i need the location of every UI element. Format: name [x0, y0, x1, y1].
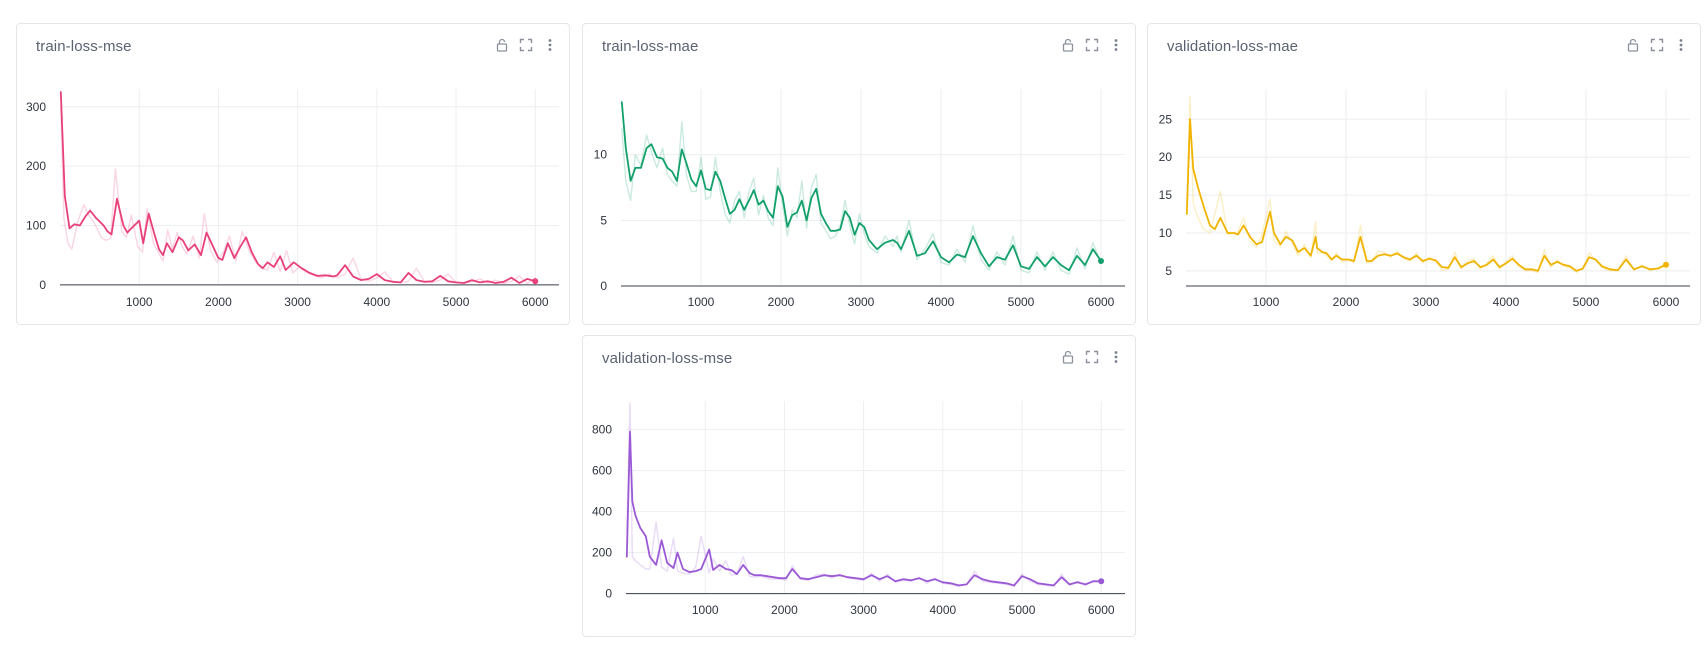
line-chart[interactable]: 1000 2000 3000 4000 5000 6000 0 100 200 300: [17, 24, 571, 326]
last-point-marker: [1098, 258, 1104, 265]
line-chart[interactable]: 1000 2000 3000 4000 5000 6000 0 200 400 600 800: [583, 336, 1137, 638]
smoothed-series-line: [1185, 118, 1667, 272]
y-tick-label: 200: [26, 159, 46, 173]
y-tick-label: 400: [592, 505, 612, 519]
smoothed-series-line: [625, 430, 1103, 587]
panel-title: train-loss-mae: [602, 38, 699, 55]
more-options-icon[interactable]: [541, 36, 559, 54]
x-tick-label: 2000: [205, 295, 232, 309]
x-tick-label: 4000: [928, 295, 955, 309]
x-tick-label: 1000: [688, 295, 715, 309]
x-tick-label: 6000: [522, 295, 549, 309]
lock-icon[interactable]: [1059, 348, 1077, 366]
more-options-icon[interactable]: [1107, 36, 1125, 54]
chart-panel-train-loss-mae: train-loss-mae 1000 2000 3000 4000 5000 6000 0…: [582, 23, 1136, 325]
x-tick-label: 1000: [1253, 295, 1280, 309]
chart-panel-validation-loss-mse: validation-loss-mse 1000 2000 3000 4000 5000…: [582, 335, 1136, 637]
line-chart[interactable]: 1000 2000 3000 4000 5000 6000 0 5 10: [583, 24, 1137, 326]
x-tick-label: 2000: [1333, 295, 1360, 309]
x-tick-label: 1000: [692, 603, 719, 617]
y-tick-label: 0: [39, 278, 46, 292]
panel-title: validation-loss-mse: [602, 350, 733, 367]
more-options-icon[interactable]: [1672, 36, 1690, 54]
panel-actions: [1059, 36, 1125, 54]
y-tick-label: 200: [592, 546, 612, 560]
x-tick-label: 5000: [443, 295, 470, 309]
y-tick-label: 300: [26, 100, 46, 114]
y-tick-label: 10: [594, 148, 608, 162]
more-options-icon[interactable]: [1107, 348, 1125, 366]
y-tick-label: 20: [1159, 150, 1173, 164]
fullscreen-icon[interactable]: [1083, 36, 1101, 54]
x-tick-label: 4000: [929, 603, 956, 617]
last-point-marker: [1663, 261, 1669, 268]
x-tick-label: 3000: [848, 295, 875, 309]
x-tick-label: 4000: [1493, 295, 1520, 309]
last-point-marker: [1098, 578, 1105, 585]
smoothed-series-line: [620, 101, 1102, 272]
fullscreen-icon[interactable]: [1648, 36, 1666, 54]
panel-actions: [493, 36, 559, 54]
x-tick-label: 2000: [771, 603, 798, 617]
lock-icon[interactable]: [1624, 36, 1642, 54]
x-tick-label: 6000: [1088, 295, 1115, 309]
lock-icon[interactable]: [493, 36, 511, 54]
x-tick-label: 3000: [850, 603, 877, 617]
y-tick-label: 100: [26, 218, 46, 232]
y-tick-label: 800: [592, 423, 612, 437]
y-tick-label: 5: [600, 213, 607, 227]
x-tick-label: 3000: [1413, 295, 1440, 309]
y-tick-label: 10: [1159, 226, 1173, 240]
x-tick-label: 5000: [1573, 295, 1600, 309]
line-chart[interactable]: 1000 2000 3000 4000 5000 6000 5 10 15 20 25: [1148, 24, 1702, 326]
smoothed-series-line: [59, 91, 537, 284]
last-point-marker: [532, 278, 539, 285]
raw-series-line: [1186, 95, 1667, 274]
panel-actions: [1624, 36, 1690, 54]
y-tick-label: 5: [1165, 264, 1172, 278]
panel-title: train-loss-mse: [36, 38, 132, 55]
x-tick-label: 4000: [363, 295, 390, 309]
y-tick-label: 0: [600, 279, 607, 293]
y-tick-label: 25: [1159, 112, 1173, 126]
fullscreen-icon[interactable]: [517, 36, 535, 54]
x-tick-label: 6000: [1088, 603, 1115, 617]
x-tick-label: 1000: [126, 295, 153, 309]
x-tick-label: 5000: [1008, 295, 1035, 309]
panel-title: validation-loss-mae: [1167, 38, 1299, 55]
x-tick-label: 2000: [768, 295, 795, 309]
x-tick-label: 5000: [1009, 603, 1036, 617]
x-tick-label: 3000: [284, 295, 311, 309]
x-tick-label: 6000: [1653, 295, 1680, 309]
y-tick-label: 0: [605, 587, 612, 601]
chart-panel-validation-loss-mae: validation-loss-mae 1000 2000 3000 4000 5000…: [1147, 23, 1701, 325]
panel-actions: [1059, 348, 1125, 366]
y-tick-label: 15: [1159, 188, 1173, 202]
y-tick-label: 600: [592, 464, 612, 478]
chart-panel-train-loss-mse: train-loss-mse 1000 2000 3000 4000 5000 6000 0…: [16, 23, 570, 325]
lock-icon[interactable]: [1059, 36, 1077, 54]
fullscreen-icon[interactable]: [1083, 348, 1101, 366]
